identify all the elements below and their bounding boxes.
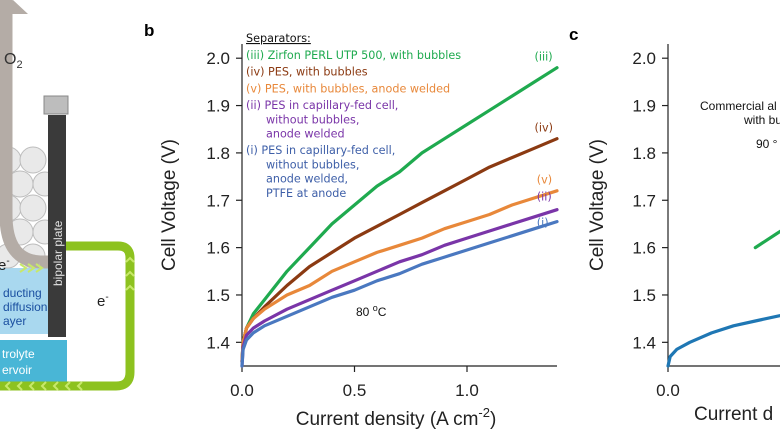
y-ticks-b: 1.4 1.5 1.6 1.7 1.8 1.9 2.0 (206, 49, 242, 352)
b-series-line-0 (240, 66, 559, 363)
bipolar-plate-label: bipolar plate (51, 220, 65, 286)
b-y-tick-label: 1.9 (206, 97, 230, 116)
gas-outlet-arrow (0, 0, 28, 14)
temperature-annotation-b: 80 oC (356, 303, 387, 319)
c-series-line-0 (753, 229, 780, 250)
c-y-tick-label: 1.9 (632, 97, 656, 116)
c-y-tick-label: 1.5 (632, 286, 656, 305)
annotation-c-temp: 90 ° (756, 137, 778, 151)
annotation-c-line-1: Commercial al (700, 99, 777, 113)
b-series-line-2 (240, 189, 559, 363)
panel-label-c: c (569, 25, 578, 44)
external-wire (0, 241, 135, 391)
c-y-tick-label: 1.6 (632, 239, 656, 258)
b-x-tick-label: 0.5 (343, 381, 367, 400)
legend-entry-3: anode welded (266, 128, 345, 141)
bipolar-plate (48, 115, 66, 337)
b-series-line-4 (240, 220, 559, 368)
x-ticks-c: 0.00.5 (656, 366, 680, 400)
c-series-line-2 (666, 313, 780, 368)
legend-entry-0: (iii) Zirfon PERL UTP 500, with bubbles (246, 49, 461, 62)
reservoir-text-1: trolyte (2, 347, 35, 361)
c-y-tick-label: 1.4 (632, 333, 656, 352)
b-x-tick-label: 1.0 (455, 381, 479, 400)
b-series-line-3 (240, 208, 559, 368)
b-y-tick-label: 1.6 (206, 239, 230, 258)
end-label-2: (v) (537, 174, 552, 187)
legend-entry-1: (iv) PES, with bubbles (246, 66, 368, 79)
b-y-tick-label: 2.0 (206, 49, 230, 68)
legend-entry-4: anode welded, (266, 173, 348, 186)
b-y-tick-label: 1.8 (206, 144, 230, 163)
reservoir-text-2: ervoir (2, 363, 32, 377)
b-y-tick-label: 1.5 (206, 286, 230, 305)
y-ticks-c: 1.4 1.5 1.6 1.7 1.8 1.9 2.0 (632, 49, 668, 352)
c-y-tick-label: 1.7 (632, 191, 656, 210)
electron-label-1: e- (0, 256, 10, 274)
legend-entry-3: without bubbles, (266, 113, 359, 126)
electrolyte-reservoir (0, 340, 67, 382)
layer-text-1: ducting (3, 286, 42, 300)
x-ticks-b: 0.0 0.5 1.0 (230, 366, 479, 400)
b-y-tick-label: 1.4 (206, 333, 230, 352)
chart-b: 1.4 1.5 1.6 1.7 1.8 1.9 2.0 0.0 0.5 1.0 Cell Vol… (159, 32, 559, 430)
legend-entry-2: (v) PES, with bubbles, anode welded (246, 82, 450, 95)
legend-entry-4: without bubbles, (266, 158, 359, 171)
electron-chevrons (4, 256, 135, 391)
end-label-0: (iii) (535, 51, 553, 64)
end-label-3: (ii) (537, 190, 552, 203)
b-y-tick-label: 1.7 (206, 191, 230, 210)
legend-entry-4: PTFE at anode (266, 187, 346, 200)
series-group-b (240, 66, 559, 368)
o2-label: O2 (4, 51, 23, 71)
cell-schematic: trolyte ervoir ducting diffusion ayer O2… (0, 0, 135, 391)
b-x-tick-label: 0.0 (230, 381, 254, 400)
legend-b: Separators: (iii) Zirfon PERL UTP 500, w… (246, 32, 461, 200)
annotation-c-line-2: with bu (743, 113, 780, 127)
x-axis-label-b: Current density (A cm-2) (296, 405, 497, 430)
c-y-tick-label: 1.8 (632, 144, 656, 163)
c-y-tick-label: 2.0 (632, 49, 656, 68)
end-label-4: (i) (537, 216, 549, 229)
legend-entry-4: (i) PES in capillary-fed cell, (246, 144, 395, 157)
panel-label-b: b (144, 21, 154, 40)
layer-text-3: ayer (3, 314, 26, 328)
chart-c: 1.4 1.5 1.6 1.7 1.8 1.9 2.0 0.00.5 Cell Voltag… (587, 44, 780, 425)
layer-text-2: diffusion (3, 300, 47, 314)
series-group-c (666, 229, 780, 368)
diffusion-layer (0, 268, 52, 334)
end-labels-b: (iii) (iv) (v) (ii) (i) (535, 51, 553, 230)
y-axis-label-c: Cell Voltage (V) (587, 139, 608, 271)
end-label-1: (iv) (535, 122, 553, 135)
legend-entry-3: (ii) PES in capillary-fed cell, (246, 99, 398, 112)
legend-title: Separators: (246, 32, 311, 45)
plate-cap (43, 95, 69, 115)
y-axis-label-b: Cell Voltage (V) (159, 139, 180, 271)
electron-label-2: e- (97, 292, 109, 310)
c-x-tick-label: 0.0 (656, 381, 680, 400)
x-axis-label-c: Current d (694, 404, 773, 425)
